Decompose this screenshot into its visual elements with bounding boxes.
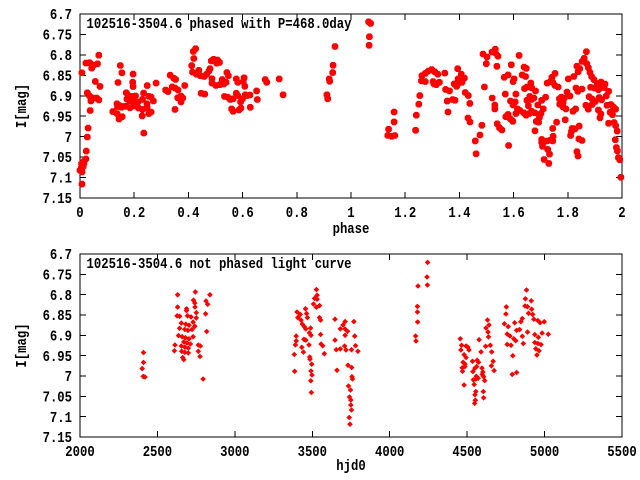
- svg-text:I[mag]: I[mag]: [14, 323, 31, 367]
- svg-text:1.8: 1.8: [557, 205, 579, 222]
- svg-text:7: 7: [65, 369, 72, 386]
- svg-text:6.95: 6.95: [43, 349, 72, 366]
- svg-text:3500: 3500: [298, 444, 327, 461]
- svg-text:6.9: 6.9: [50, 328, 72, 345]
- svg-text:7.05: 7.05: [43, 150, 72, 167]
- svg-text:I[mag]: I[mag]: [14, 84, 31, 128]
- svg-text:102516-3504.6 phased with P=46: 102516-3504.6 phased with P=468.0day: [87, 16, 352, 33]
- svg-text:7.1: 7.1: [50, 410, 72, 427]
- svg-text:1.6: 1.6: [503, 205, 525, 222]
- svg-text:7: 7: [65, 130, 72, 147]
- svg-text:hjd0: hjd0: [336, 458, 365, 475]
- svg-text:5000: 5000: [530, 444, 559, 461]
- svg-text:phase: phase: [333, 221, 370, 238]
- svg-text:0.4: 0.4: [177, 205, 199, 222]
- svg-text:2000: 2000: [65, 444, 94, 461]
- svg-text:1.2: 1.2: [394, 205, 416, 222]
- svg-text:2: 2: [618, 205, 625, 222]
- svg-text:7.15: 7.15: [43, 191, 72, 208]
- svg-text:6.85: 6.85: [43, 308, 72, 325]
- svg-text:6.8: 6.8: [50, 48, 72, 65]
- svg-text:5500: 5500: [607, 444, 636, 461]
- svg-text:0.8: 0.8: [286, 205, 308, 222]
- svg-text:0: 0: [76, 205, 83, 222]
- svg-text:0.2: 0.2: [123, 205, 145, 222]
- svg-text:7.05: 7.05: [43, 389, 72, 406]
- svg-text:2500: 2500: [143, 444, 172, 461]
- svg-text:7.15: 7.15: [43, 430, 72, 447]
- svg-text:6.75: 6.75: [43, 28, 72, 45]
- svg-text:4000: 4000: [375, 444, 404, 461]
- svg-text:6.9: 6.9: [50, 89, 72, 106]
- svg-text:6.7: 6.7: [50, 247, 72, 264]
- svg-text:6.7: 6.7: [50, 7, 72, 24]
- svg-text:102516-3504.6 not phased light: 102516-3504.6 not phased light curve: [87, 256, 352, 273]
- svg-text:6.85: 6.85: [43, 68, 72, 85]
- svg-text:4500: 4500: [452, 444, 481, 461]
- svg-text:6.8: 6.8: [50, 288, 72, 305]
- svg-text:1.4: 1.4: [448, 205, 470, 222]
- svg-text:6.95: 6.95: [43, 109, 72, 126]
- svg-text:6.75: 6.75: [43, 267, 72, 284]
- svg-text:3000: 3000: [220, 444, 249, 461]
- svg-text:7.1: 7.1: [50, 171, 72, 188]
- svg-text:0.6: 0.6: [232, 205, 254, 222]
- svg-text:1: 1: [347, 205, 354, 222]
